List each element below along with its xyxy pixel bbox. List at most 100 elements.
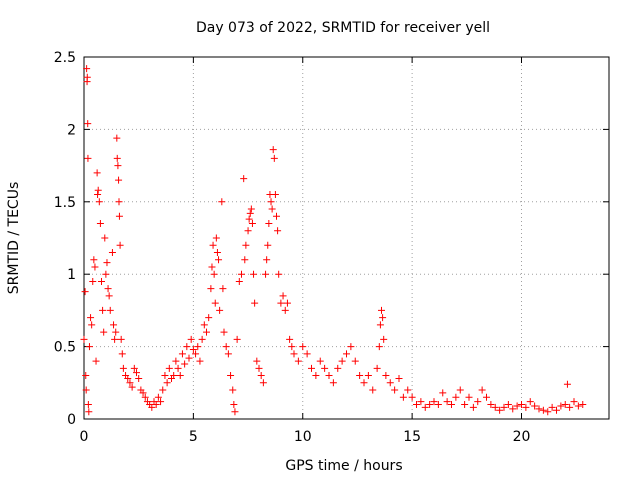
data-point [245, 215, 253, 223]
data-point [271, 191, 279, 199]
data-point [219, 285, 227, 293]
data-point [102, 270, 110, 278]
data-point [386, 379, 394, 387]
data-point [526, 398, 534, 406]
data-point [85, 408, 93, 416]
data-point [91, 263, 99, 271]
y-tick-label: 1 [67, 267, 76, 283]
x-tick-label: 10 [294, 429, 312, 445]
data-point [92, 357, 100, 365]
data-point [224, 350, 232, 358]
data-point [194, 343, 202, 351]
data-point [273, 212, 280, 220]
data-point [469, 403, 477, 411]
data-point [130, 364, 138, 372]
data-point [281, 306, 289, 314]
y-tick-label: 2.5 [54, 50, 76, 66]
data-point [375, 343, 383, 351]
data-point [334, 364, 342, 372]
data-point [174, 364, 182, 372]
data-point [87, 314, 95, 322]
data-point [439, 389, 447, 397]
data-point [83, 65, 91, 73]
data-point [108, 248, 116, 256]
data-point [574, 402, 582, 410]
data-point [213, 248, 221, 256]
data-point [356, 372, 364, 380]
data-point [84, 401, 92, 409]
data-point [269, 146, 277, 154]
data-point [84, 154, 92, 162]
data-point [553, 406, 560, 414]
data-point [157, 398, 165, 406]
data-point [570, 398, 578, 406]
data-point [88, 321, 96, 329]
data-point [308, 364, 315, 372]
data-point [286, 335, 294, 343]
data-point [378, 306, 385, 314]
data-point [242, 241, 250, 249]
data-point [474, 398, 482, 406]
data-point [84, 120, 92, 128]
data-point [478, 386, 486, 394]
data-point [241, 256, 249, 264]
data-point [94, 186, 102, 194]
y-tick-label: 1.5 [54, 195, 76, 211]
data-point [80, 335, 88, 343]
data-point [544, 408, 552, 416]
data-point [119, 364, 127, 372]
data-point [417, 398, 425, 406]
data-point [452, 393, 460, 401]
data-point [218, 198, 226, 206]
grid [84, 57, 609, 419]
data-point [265, 220, 273, 228]
data-point [85, 343, 93, 351]
data-point [408, 393, 416, 401]
data-point [128, 383, 136, 391]
data-point [90, 256, 98, 264]
data-point [200, 321, 208, 329]
data-point [106, 306, 114, 314]
data-point [203, 328, 210, 336]
data-point [229, 386, 237, 394]
data-point [240, 175, 248, 183]
data-point [135, 374, 143, 382]
data-point [178, 350, 186, 358]
chart-title: Day 073 of 2022, SRMTID for receiver yel… [196, 20, 490, 36]
data-point [117, 335, 125, 343]
data-point [207, 285, 215, 293]
data-point [531, 402, 539, 410]
data-point [196, 357, 204, 365]
data-point [82, 372, 90, 380]
data-points [80, 65, 587, 416]
data-point [176, 372, 184, 380]
data-point [93, 169, 101, 177]
data-point [426, 401, 434, 409]
data-point [456, 386, 464, 394]
data-point [183, 343, 191, 351]
data-point [98, 277, 105, 285]
data-point [99, 306, 107, 314]
data-point [113, 154, 121, 162]
data-point [496, 406, 504, 414]
data-point [247, 205, 255, 213]
data-point [509, 405, 517, 413]
data-point [379, 314, 387, 322]
data-point [187, 335, 195, 343]
data-point [535, 405, 543, 413]
data-point [316, 357, 324, 365]
data-point [461, 401, 469, 409]
data-point [222, 343, 230, 351]
data-point [230, 401, 238, 409]
data-point [277, 299, 285, 307]
data-point [539, 406, 547, 414]
data-point [189, 345, 197, 353]
data-point [115, 212, 123, 220]
data-point [152, 401, 160, 409]
data-point [430, 398, 438, 406]
data-point [399, 393, 407, 401]
data-point [154, 393, 162, 401]
data-point [364, 372, 372, 380]
data-point [113, 134, 121, 142]
